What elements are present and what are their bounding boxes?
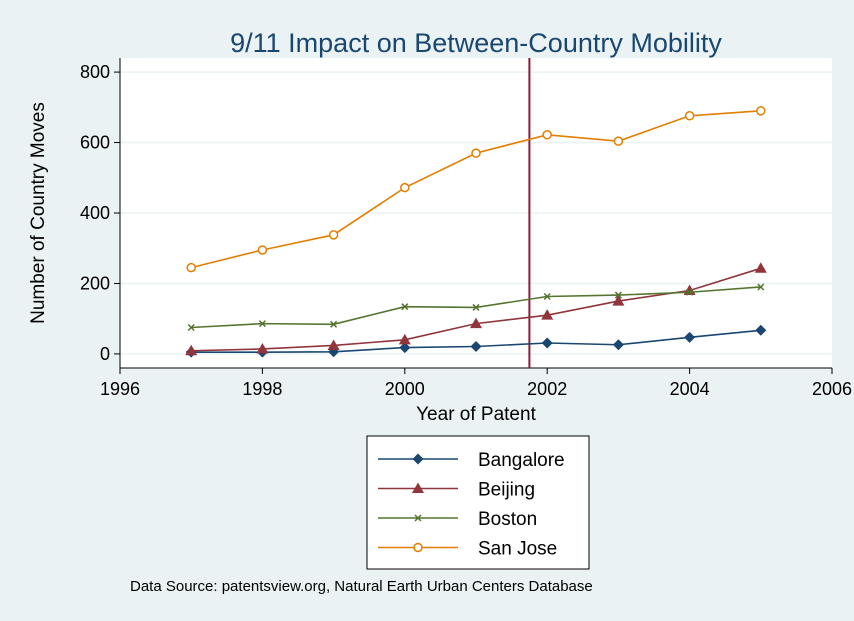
data-point (756, 106, 766, 116)
legend-marker (412, 453, 424, 465)
marker-stroke (614, 291, 622, 299)
legend-item-boston: Boston (378, 509, 537, 530)
legend-label: Bangalore (478, 450, 565, 471)
y-tick-label: 800 (80, 62, 110, 82)
y-axis-title: Number of Country Moves (28, 102, 49, 324)
x-tick-label: 2002 (527, 379, 567, 399)
data-point (257, 245, 268, 255)
x-tick-label: 1998 (242, 379, 282, 399)
data-point (186, 262, 196, 273)
data-point (328, 230, 339, 240)
data-point (542, 130, 552, 140)
legend-item-san-jose: San Jose (378, 539, 557, 560)
data-point (613, 136, 624, 146)
y-tick-label: 600 (80, 133, 110, 153)
data-point (185, 344, 198, 356)
data-point (399, 342, 411, 354)
data-point (612, 295, 625, 306)
data-point (258, 320, 266, 328)
legend-marker (413, 542, 423, 553)
legend-label: Beijing (478, 480, 535, 501)
data-point (754, 262, 767, 273)
data-point (187, 323, 195, 332)
data-point (684, 111, 695, 121)
data-point (330, 320, 338, 328)
marker-stroke (686, 288, 694, 296)
data-point (398, 333, 411, 345)
y-tick-label: 0 (100, 344, 110, 364)
series-boston (187, 283, 765, 332)
data-point (470, 317, 482, 329)
marker-stroke (258, 320, 266, 328)
legend-item-beijing: Beijing (378, 480, 535, 501)
data-point (686, 288, 694, 296)
x-axis-title: Year of Patent (416, 404, 536, 425)
data-point (327, 339, 340, 350)
data-point (543, 292, 551, 301)
data-point (471, 148, 481, 158)
legend-item-bangalore: Bangalore (378, 450, 565, 471)
data-point (256, 342, 269, 354)
data-point (400, 182, 410, 193)
data-point (541, 309, 554, 320)
axes: 0 200 400 600 800 1996 1998 2000 2002 2004 2006 (80, 58, 852, 399)
series-san-jose (186, 106, 766, 273)
chart-title: 9/11 Impact on Between-Country Mobility (230, 28, 722, 58)
data-point (684, 331, 696, 343)
data-point (401, 303, 409, 311)
source-note: Data Source: patentsview.org, Natural Ea… (130, 578, 593, 595)
legend: Bangalore Beijing Boston San Jose (366, 435, 590, 570)
y-tick-label: 200 (80, 273, 110, 293)
marker-stroke (401, 303, 409, 311)
data-point (612, 339, 624, 351)
series-beijing (185, 262, 767, 356)
marker-stroke (330, 320, 338, 328)
x-tick-label: 2006 (812, 379, 852, 399)
legend-marker (414, 514, 422, 522)
marker-stroke (472, 303, 480, 311)
x-tick-label: 1996 (100, 379, 140, 399)
legend-label: San Jose (478, 539, 557, 560)
x-tick-label: 2000 (385, 379, 425, 399)
data-point (541, 337, 553, 349)
data-point (614, 291, 622, 299)
marker-stroke (414, 514, 422, 522)
marker-stroke (187, 323, 195, 332)
legend-marker (412, 482, 424, 493)
x-tick-label: 2004 (670, 379, 710, 399)
data-point (470, 341, 482, 353)
marker-stroke (543, 292, 551, 301)
grid (120, 71, 832, 355)
data-point (755, 324, 767, 336)
data-point (757, 283, 765, 291)
series-group (185, 106, 767, 358)
y-tick-label: 400 (80, 203, 110, 223)
legend-label: Boston (478, 509, 537, 530)
marker-stroke (757, 283, 765, 291)
data-point (472, 303, 480, 311)
